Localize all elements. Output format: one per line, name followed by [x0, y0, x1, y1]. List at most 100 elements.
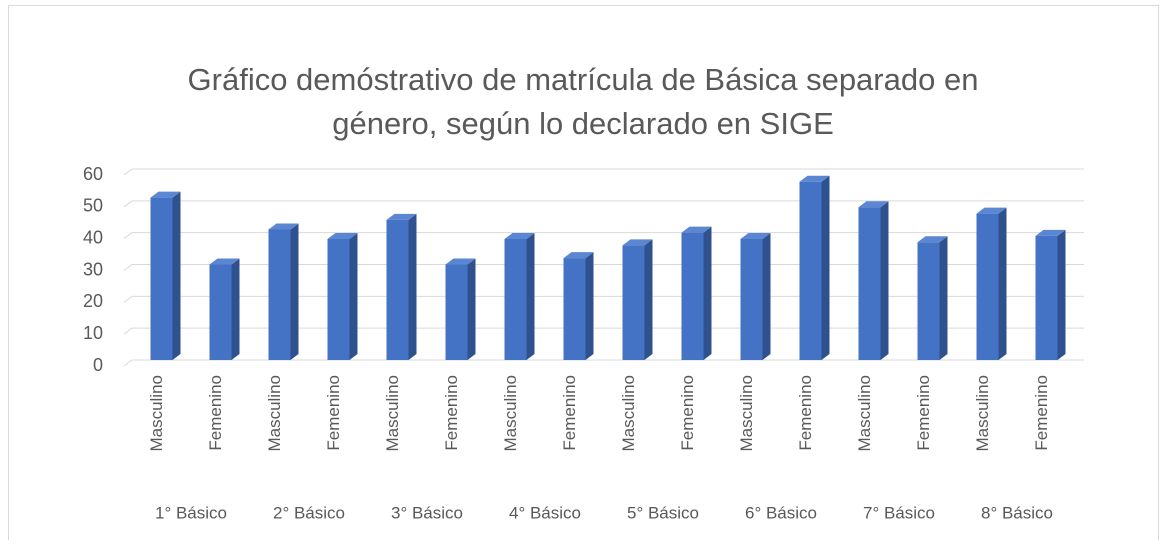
- bar-front: [976, 213, 999, 360]
- grid-line: [123, 359, 1084, 367]
- y-tick-label: 40: [83, 227, 103, 247]
- group-label: 1° Básico: [155, 503, 227, 522]
- bar-front: [1035, 235, 1058, 360]
- bar: [681, 226, 712, 360]
- bar: [563, 252, 594, 360]
- x-tick-label: Femenino: [1032, 375, 1051, 451]
- y-tick-label: 0: [93, 355, 103, 375]
- x-tick-label: Femenino: [442, 375, 461, 451]
- x-tick-label: Femenino: [324, 375, 343, 451]
- bar-top: [858, 201, 889, 208]
- bar-top: [563, 252, 594, 259]
- bar-side: [703, 226, 712, 360]
- x-tick-label: Masculino: [265, 375, 284, 452]
- y-tick-label: 10: [83, 323, 103, 343]
- bar: [976, 207, 1007, 360]
- bar: [622, 239, 653, 360]
- bar-side: [644, 239, 653, 360]
- x-tick-label: Masculino: [737, 375, 756, 452]
- bar-side: [467, 258, 476, 360]
- bar-side: [939, 236, 948, 360]
- bar-side: [1057, 229, 1066, 360]
- x-tick-label: Masculino: [501, 375, 520, 452]
- bar: [209, 258, 240, 360]
- x-tick-label: Masculino: [619, 375, 638, 452]
- bar: [386, 213, 417, 360]
- bar-side: [526, 233, 535, 360]
- bar-front: [799, 181, 822, 360]
- bar-front: [622, 245, 645, 360]
- y-tick-label: 20: [83, 291, 103, 311]
- group-label: 3° Básico: [391, 503, 463, 522]
- bar: [504, 233, 535, 360]
- bar-top: [622, 239, 653, 246]
- bar-top: [445, 258, 476, 265]
- x-tick-label: Masculino: [147, 375, 166, 452]
- x-tick-label: Femenino: [796, 375, 815, 451]
- bar: [917, 236, 948, 360]
- grid-line: [123, 232, 1084, 240]
- grid-line: [123, 168, 1084, 176]
- bar-front: [917, 242, 940, 360]
- bar-side: [172, 191, 181, 360]
- bar-side: [349, 233, 358, 360]
- bar: [150, 191, 181, 360]
- bar-top: [799, 175, 830, 182]
- bar-front: [445, 264, 468, 360]
- group-label: 6° Básico: [745, 503, 817, 522]
- x-tick-label: Masculino: [383, 375, 402, 452]
- bar-front: [327, 239, 350, 360]
- bar-front: [858, 207, 881, 360]
- bar-side: [290, 223, 299, 360]
- bar-top: [327, 233, 358, 240]
- x-tick-label: Femenino: [560, 375, 579, 451]
- group-label: 5° Básico: [627, 503, 699, 522]
- bar-side: [821, 175, 830, 360]
- bar-top: [976, 207, 1007, 214]
- y-tick-label: 30: [83, 259, 103, 279]
- bar-front: [681, 232, 704, 360]
- grid-line: [123, 200, 1084, 208]
- bar-side: [585, 252, 594, 360]
- x-tick-label: Femenino: [678, 375, 697, 451]
- bar-side: [998, 207, 1007, 360]
- x-tick-label: Masculino: [855, 375, 874, 452]
- bar-front: [563, 258, 586, 360]
- bar-side: [231, 258, 240, 360]
- bar: [327, 233, 358, 360]
- bar-top: [681, 226, 712, 233]
- bar-top: [209, 258, 240, 265]
- bar-top: [150, 191, 181, 198]
- group-label: 7° Básico: [863, 503, 935, 522]
- bar: [1035, 229, 1066, 360]
- y-tick-label: 50: [83, 196, 103, 216]
- bar: [858, 201, 889, 360]
- bar-front: [268, 229, 291, 360]
- bar-front: [150, 197, 173, 360]
- bar-top: [268, 223, 299, 230]
- x-tick-label: Masculino: [973, 375, 992, 452]
- chart-title: Gráfico demóstrativo de matrícula de Bás…: [188, 62, 979, 141]
- bar-side: [880, 201, 889, 360]
- bar-top: [386, 213, 417, 220]
- x-tick-label: Femenino: [206, 375, 225, 451]
- bar-front: [386, 219, 409, 360]
- bar-top: [917, 236, 948, 243]
- x-tick-label: Femenino: [914, 375, 933, 451]
- bar-front: [740, 239, 763, 360]
- bar: [445, 258, 476, 360]
- group-label: 4° Básico: [509, 503, 581, 522]
- bar: [740, 233, 771, 360]
- bar-side: [762, 233, 771, 360]
- bar-front: [504, 239, 527, 360]
- bar-top: [504, 233, 535, 240]
- bar-top: [1035, 229, 1066, 236]
- bar-side: [408, 213, 417, 360]
- bar: [268, 223, 299, 360]
- bar-front: [209, 264, 232, 360]
- bar-top: [740, 233, 771, 240]
- y-tick-label: 60: [83, 164, 103, 184]
- bar: [799, 175, 830, 360]
- group-label: 2° Básico: [273, 503, 345, 522]
